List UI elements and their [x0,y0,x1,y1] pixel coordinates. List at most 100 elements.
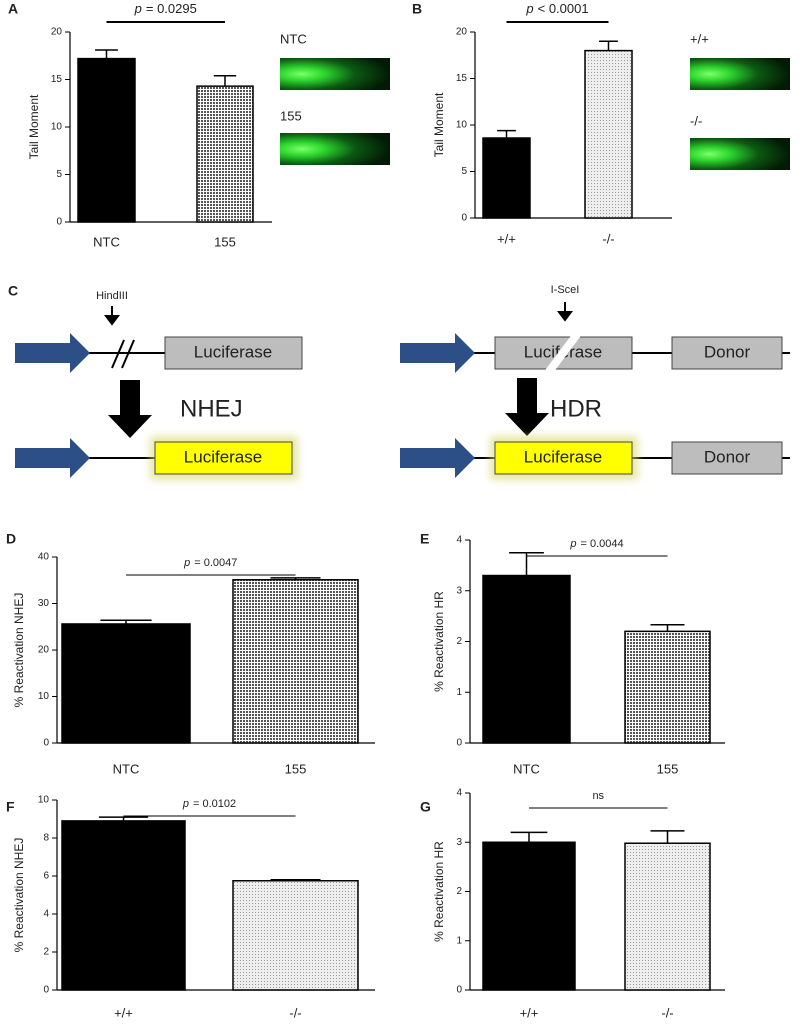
x-tick-label: NTC [93,234,120,249]
x-tick-label: 155 [214,234,236,249]
comet-image [280,133,390,165]
donor-label: Donor [704,342,751,361]
y-axis-label: % Reactivation HR [432,591,446,692]
bar [482,841,576,991]
y-tick-label: 2 [456,636,462,647]
y-tick-label: 1 [456,687,462,698]
site-arrow [104,306,120,326]
y-tick-label: 2 [43,947,49,958]
error-bar [510,831,548,843]
y-tick-label: 0 [456,985,462,996]
y-tick-label: 5 [461,166,467,177]
x-tick-label: +/+ [114,1005,133,1020]
comet-image [690,58,790,90]
y-tick-label: 3 [456,837,462,848]
bar [482,137,531,219]
annotation: p = 0.0047 [183,557,237,569]
chart: E % Reactivation HR 0 1 2 3 4 NTC 155 p = 0.0044 [420,531,725,776]
process-label: NHEJ [180,395,243,422]
y-tick-label: 20 [51,27,63,38]
product-label: Luciferase [524,447,602,466]
site-label: I-SceI [551,284,580,296]
y-tick-label: 4 [456,788,462,799]
annotation: p = 0.0102 [182,798,236,810]
y-tick-label: 8 [43,833,49,844]
promoter-arrow [400,438,475,478]
y-tick-label: 30 [38,598,50,609]
bar [196,85,254,223]
error-bar [98,816,149,821]
y-axis-label: Tail Moment [27,94,41,159]
y-tick-label: 1 [456,935,462,946]
y-tick-label: 0 [43,738,49,749]
y-tick-label: 10 [38,691,50,702]
site-label: HindIII [96,290,128,302]
annotation-italic: p [134,1,142,16]
error-bar [599,40,618,51]
y-tick-label: 10 [456,120,468,131]
bar [77,57,136,223]
image-label: +/+ [690,31,709,46]
gene-label: Luciferase [194,342,272,361]
x-tick-label: NTC [513,761,540,776]
error-bar [650,830,685,844]
break-mark [111,339,125,369]
donor-box [671,441,783,475]
promoter-arrow [400,333,475,373]
annotation-italic: p [525,1,533,16]
annotation: p < 0.0001 [525,1,588,16]
bar [61,623,191,744]
error-bar [100,619,152,624]
product-label: Luciferase [184,447,262,466]
bar [232,579,359,744]
annotation-text: = 0.0044 [581,538,624,550]
error-bar [95,49,118,59]
bar [624,630,711,744]
x-tick-label: NTC [113,761,140,776]
y-axis-label: Tail Moment [432,92,446,157]
product-box [494,441,633,475]
y-axis-label: % Reactivation HR [432,841,446,942]
y-tick-label: 5 [56,169,62,180]
bar [232,880,359,991]
gene-box [164,336,303,370]
y-tick-label: 15 [51,74,63,85]
annotation-text: = 0.0295 [146,1,197,16]
annotation: p = 0.0295 [134,1,197,16]
x-tick-label: -/- [289,1005,301,1020]
error-bar [497,129,516,139]
chart: G % Reactivation HR 0 1 2 3 4 +/+ -/- ns [420,788,725,1020]
y-tick-label: 0 [43,985,49,996]
y-tick-label: 20 [456,27,468,38]
y-tick-label: 0 [56,217,62,228]
y-axis-label: % Reactivation NHEJ [12,593,26,708]
x-tick-label: 155 [285,761,307,776]
chart: A Tail Moment 0 5 10 15 20 NTC 155 p = 0.0295 NTC 15… [8,1,390,249]
donor-label: Donor [704,447,751,466]
promoter-arrow [15,333,90,373]
annotation-italic: p [182,798,189,810]
process-arrow [505,378,549,436]
error-bar [650,624,685,632]
error-bar [213,74,237,87]
annotation-text: = 0.0102 [193,798,236,810]
x-tick-label: -/- [602,231,614,246]
y-tick-label: 0 [461,213,467,224]
panel-label: C [8,283,18,299]
error-bar [270,879,321,881]
x-tick-label: -/- [661,1005,673,1020]
y-tick-label: 0 [456,738,462,749]
comet-image [690,138,790,170]
product-box [154,441,293,475]
chart: F % Reactivation NHEJ 0 2 4 6 8 10 +/+ -/- p = 0.01… [6,795,375,1020]
annotation: p = 0.0044 [569,538,623,550]
y-tick-label: 3 [456,585,462,596]
y-tick-label: 2 [456,886,462,897]
annotation-text: ns [592,790,604,802]
comet-image [280,58,390,90]
x-tick-label: +/+ [497,231,516,246]
panel-label: D [6,531,16,547]
y-axis-label: % Reactivation NHEJ [12,838,26,953]
y-tick-label: 15 [456,73,468,84]
